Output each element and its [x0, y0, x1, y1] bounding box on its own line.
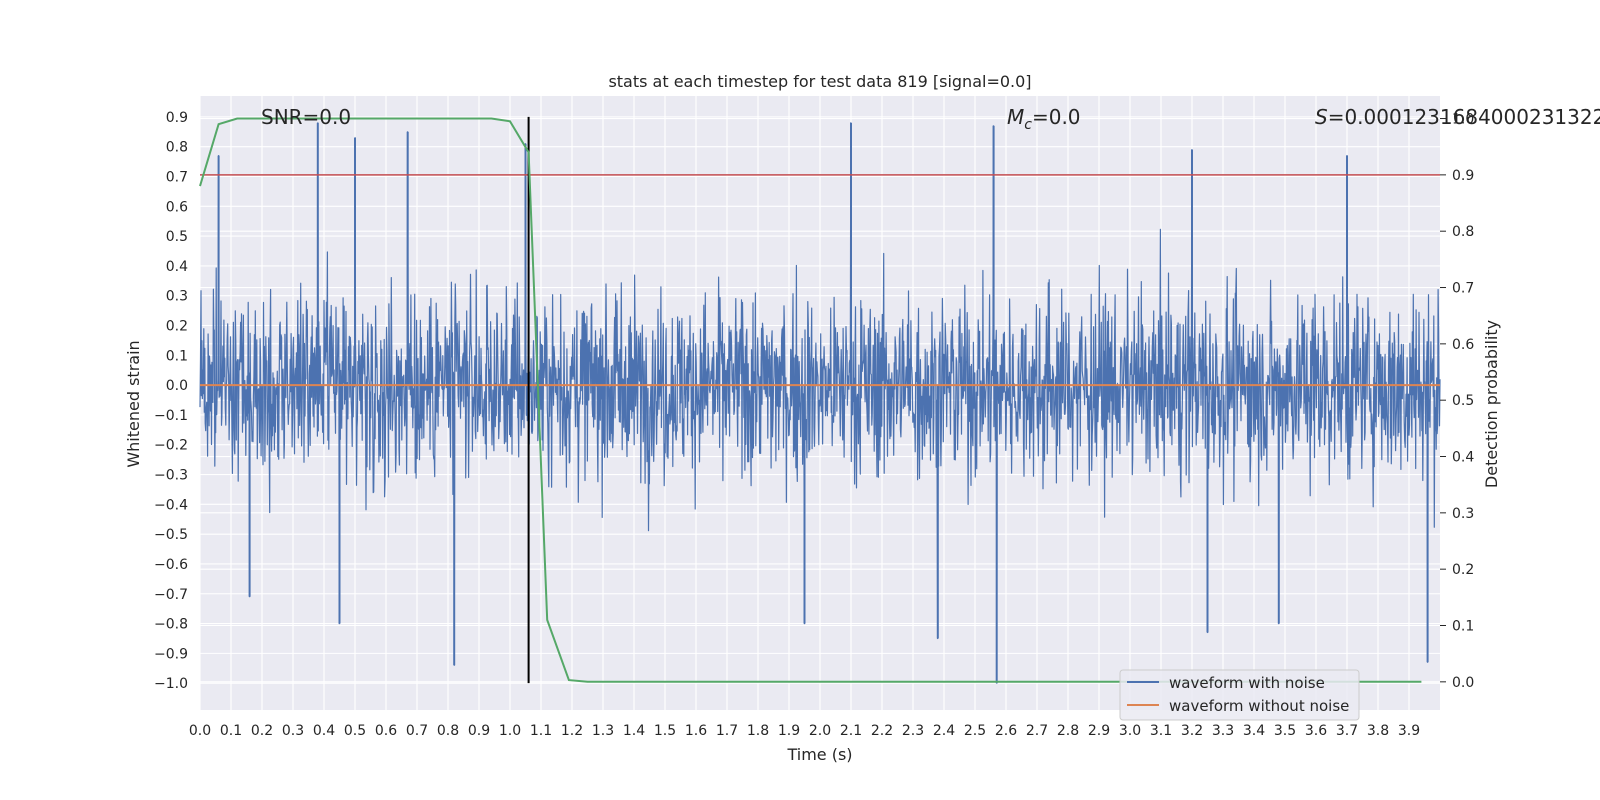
y-axis-label-left: Whitened strain — [124, 340, 143, 467]
y-left-tick-label: 0.8 — [166, 140, 188, 156]
x-tick-label: 0.2 — [251, 723, 273, 739]
detection-probability-line — [199, 117, 1422, 683]
x-tick-label: 2.8 — [1057, 723, 1079, 739]
series-detection-probability — [199, 117, 1422, 683]
x-tick-label: 3.2 — [1181, 723, 1203, 739]
x-axis-ticks: 0.0 0.1 0.2 0.3 0.4 0.5 0.6 0.7 0.8 0.9 1.0 1.1 1.2 1… — [189, 723, 1420, 739]
x-tick-label: 2.7 — [1026, 723, 1048, 739]
x-tick-label: 3.0 — [1119, 723, 1141, 739]
y-left-tick-label: 0.1 — [166, 348, 188, 364]
y-left-tick-label: −1.0 — [154, 676, 188, 692]
chirp-mass-symbol: M — [1007, 105, 1024, 129]
x-tick-label: 2.4 — [933, 723, 955, 739]
x-tick-label: 0.6 — [375, 723, 397, 739]
legend-box — [1119, 669, 1360, 721]
y-left-tick-label: 0.4 — [166, 259, 188, 275]
y-right-tick-label: 0.4 — [1452, 450, 1474, 466]
x-tick-label: 2.0 — [809, 723, 831, 739]
y-right-tick-label: 0.2 — [1452, 562, 1474, 578]
x-tick-label: 1.9 — [778, 723, 800, 739]
y-left-tick-label: −0.5 — [154, 527, 188, 543]
x-tick-label: 3.9 — [1398, 723, 1420, 739]
y-left-tick-label: 0.9 — [166, 110, 188, 126]
y-axis-label-right: Detection probability — [1482, 320, 1501, 488]
y-right-tick-label: 0.6 — [1452, 337, 1474, 353]
x-tick-label: 2.9 — [1088, 723, 1110, 739]
y-right-tick-label: 0.0 — [1452, 675, 1474, 691]
y-left-tick-label: 0.3 — [166, 289, 188, 305]
x-tick-label: 1.2 — [561, 723, 583, 739]
y-left-tick-label: 0.0 — [166, 378, 188, 394]
x-tick-label: 0.9 — [468, 723, 490, 739]
x-tick-label: 1.0 — [499, 723, 521, 739]
x-tick-label: 1.8 — [747, 723, 769, 739]
y-right-tick-label: 0.9 — [1452, 168, 1474, 184]
chirp-mass-subscript: c — [1024, 117, 1032, 133]
y-left-tick-label: 0.2 — [166, 319, 188, 335]
x-tick-label: 2.1 — [840, 723, 862, 739]
legend: waveform with noise waveform without noi… — [1119, 669, 1360, 721]
x-tick-label: 0.7 — [406, 723, 428, 739]
x-tick-label: 0.4 — [313, 723, 335, 739]
x-axis-label: Time (s) — [786, 745, 852, 764]
x-tick-label: 2.2 — [871, 723, 893, 739]
score-value: =0.00012316840002313223 — [1328, 105, 1600, 129]
score-symbol: S — [1315, 105, 1328, 129]
x-tick-label: 2.6 — [995, 723, 1017, 739]
left-axis-ticks: 0.9 0.8 0.7 0.6 0.5 0.4 0.3 0.2 0.1 0.0 −0.1 −0.2 −0… — [154, 110, 188, 692]
right-axis-ticks: 1.0 0.9 0.8 0.7 0.6 0.5 0.4 0.3 0.2 0.1 0.0 — [1440, 112, 1474, 691]
x-tick-label: 2.3 — [902, 723, 924, 739]
y-left-tick-label: −0.9 — [154, 646, 188, 662]
y-right-tick-label: 0.1 — [1452, 619, 1474, 635]
y-left-tick-label: −0.4 — [154, 497, 188, 513]
y-left-tick-label: 0.5 — [166, 229, 188, 245]
x-tick-label: 3.8 — [1367, 723, 1389, 739]
y-left-tick-label: −0.1 — [154, 408, 188, 424]
x-tick-label: 3.1 — [1150, 723, 1172, 739]
overlays — [200, 116, 1440, 684]
x-tick-label: 0.1 — [220, 723, 242, 739]
y-right-tick-label: 0.5 — [1452, 393, 1474, 409]
x-tick-label: 0.5 — [344, 723, 366, 739]
x-tick-label: 1.7 — [716, 723, 738, 739]
x-tick-label: 3.4 — [1243, 723, 1265, 739]
x-tick-label: 1.1 — [530, 723, 552, 739]
x-tick-label: 3.7 — [1336, 723, 1358, 739]
legend-label-clean: waveform without noise — [1169, 697, 1349, 715]
x-tick-label: 3.3 — [1212, 723, 1234, 739]
x-tick-label: 2.5 — [964, 723, 986, 739]
y-right-tick-label: 1.0 — [1452, 112, 1474, 128]
chirp-mass-value: =0.0 — [1032, 105, 1081, 129]
x-tick-label: 1.4 — [623, 723, 645, 739]
x-tick-label: 0.8 — [437, 723, 459, 739]
x-tick-label: 1.3 — [592, 723, 614, 739]
noisy-waveform-line — [199, 122, 1441, 684]
x-tick-label: 0.0 — [189, 723, 211, 739]
y-left-tick-label: −0.8 — [154, 617, 188, 633]
x-tick-label: 0.3 — [282, 723, 304, 739]
score-annotation: S=0.00012316840002313223 — [1315, 105, 1600, 129]
y-left-tick-label: −0.7 — [154, 587, 188, 603]
y-left-tick-label: 0.7 — [166, 169, 188, 185]
y-left-tick-label: −0.3 — [154, 468, 188, 484]
y-left-tick-label: −0.2 — [154, 438, 188, 454]
legend-label-noise: waveform with noise — [1169, 674, 1325, 692]
y-right-tick-label: 0.8 — [1452, 224, 1474, 240]
series-waveform-with-noise — [199, 122, 1441, 684]
chirp-mass-annotation: Mc=0.0 — [1007, 105, 1081, 133]
x-tick-label: 1.6 — [685, 723, 707, 739]
chart-title: stats at each timestep for test data 819… — [608, 72, 1031, 91]
x-tick-label: 1.5 — [654, 723, 676, 739]
y-left-tick-label: −0.6 — [154, 557, 188, 573]
snr-annotation: SNR=0.0 — [261, 105, 351, 129]
y-left-tick-label: 0.6 — [166, 199, 188, 215]
x-tick-label: 3.5 — [1274, 723, 1296, 739]
y-right-tick-label: 0.7 — [1452, 281, 1474, 297]
x-tick-label: 3.6 — [1305, 723, 1327, 739]
y-right-tick-label: 0.3 — [1452, 506, 1474, 522]
